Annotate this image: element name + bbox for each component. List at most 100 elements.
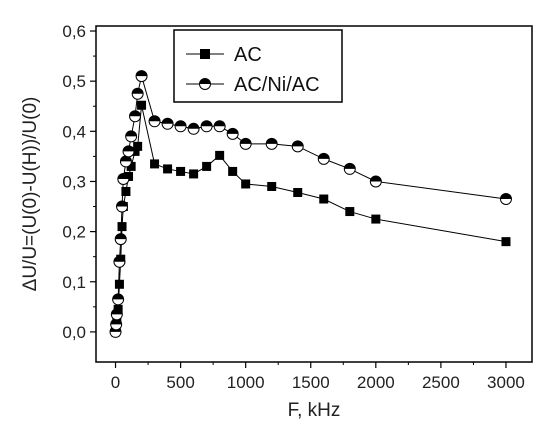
data-point <box>499 193 512 206</box>
legend-label-ac-ni-ac: AC/Ni/AC <box>234 74 320 96</box>
data-point-fill <box>136 70 148 77</box>
data-point <box>200 120 213 133</box>
series-ac <box>111 100 511 337</box>
legend-box <box>173 29 343 103</box>
data-point <box>215 150 225 160</box>
data-point-fill <box>117 173 129 179</box>
data-point-fill <box>115 233 127 240</box>
data-point-fill <box>112 293 124 300</box>
x-tick-label: 0 <box>111 373 120 392</box>
x-axis-ticks: 0 500 1000 1500 2000 2500 3000 <box>111 362 525 392</box>
data-point <box>125 130 138 143</box>
data-point <box>228 166 238 176</box>
data-point-fill <box>132 88 144 94</box>
data-point-fill <box>201 120 213 127</box>
y-tick-label: 0,2 <box>62 223 86 242</box>
data-point <box>148 115 161 128</box>
y-axis-title: ΔU/U=(U(0)-U(H))/U(0) <box>20 97 41 292</box>
plot-area-frame <box>95 25 533 363</box>
data-point-fill <box>149 115 161 122</box>
data-point-fill <box>111 308 123 315</box>
y-axis-ticks: 0,0 0,1 0,2 0,3 0,4 0,5 0,6 <box>62 22 96 342</box>
data-point <box>319 194 329 204</box>
data-point <box>189 169 199 179</box>
data-point <box>239 137 252 150</box>
data-point <box>117 222 127 232</box>
data-point <box>163 164 173 174</box>
data-point <box>126 161 136 171</box>
data-point <box>112 293 125 306</box>
series-line <box>115 105 507 332</box>
x-tick-label: 3000 <box>487 373 525 392</box>
data-point <box>176 166 186 176</box>
data-point <box>371 214 381 224</box>
y-tick-label: 0,1 <box>62 273 86 292</box>
data-point-fill <box>500 193 512 200</box>
x-tick-label: 1000 <box>227 373 265 392</box>
data-point-fill <box>188 123 200 129</box>
data-point <box>150 159 160 169</box>
x-tick-label: 1500 <box>292 373 330 392</box>
data-point-fill <box>318 153 330 159</box>
x-tick-label: 2500 <box>422 373 460 392</box>
data-point <box>187 122 200 135</box>
data-point <box>501 237 511 247</box>
data-point <box>265 137 278 150</box>
x-tick-label: 500 <box>166 373 194 392</box>
data-point <box>114 233 127 246</box>
data-point <box>113 255 126 268</box>
legend-label-ac: AC <box>234 44 262 66</box>
data-point-fill <box>116 201 128 207</box>
data-point-fill <box>110 318 122 325</box>
y-tick-label: 0,5 <box>62 72 86 91</box>
data-point <box>174 120 187 133</box>
data-point-fill <box>240 138 252 144</box>
data-point-fill <box>214 120 226 127</box>
data-point <box>161 117 174 130</box>
data-point <box>131 87 144 100</box>
data-point <box>291 140 304 153</box>
data-point <box>119 155 132 168</box>
data-point <box>369 175 382 188</box>
data-point <box>241 179 251 189</box>
data-point-fill <box>292 140 304 147</box>
legend-marker-ac-ni-ac <box>199 78 211 90</box>
data-point-fill <box>227 128 239 134</box>
y-tick-label: 0,6 <box>62 22 86 41</box>
data-point <box>345 207 355 217</box>
data-point <box>129 110 142 123</box>
data-point <box>116 200 129 213</box>
data-point-fill <box>370 175 382 182</box>
y-tick-label: 0,4 <box>62 122 86 141</box>
data-point <box>110 308 123 321</box>
data-point <box>135 70 148 83</box>
x-axis-title: F, kHz <box>288 400 341 421</box>
data-point-fill <box>125 130 137 137</box>
data-point <box>122 145 135 158</box>
data-point <box>293 187 303 197</box>
data-point <box>117 172 130 185</box>
data-point-fill <box>344 163 356 169</box>
data-point <box>137 100 147 110</box>
series-ac-ni-ac <box>109 70 512 338</box>
data-point <box>121 186 131 196</box>
data-point-fill <box>266 138 278 144</box>
data-point <box>130 146 140 156</box>
data-point <box>114 279 124 289</box>
series-layer <box>109 70 512 338</box>
data-point <box>133 141 143 151</box>
y-tick-label: 0,3 <box>62 172 86 191</box>
data-point-fill <box>129 110 141 117</box>
data-point-fill <box>175 120 187 127</box>
series-line <box>115 76 507 332</box>
data-point <box>110 318 123 331</box>
legend-marker-ac <box>200 49 210 59</box>
legend: AC AC/Ni/AC <box>173 29 343 103</box>
data-point <box>267 181 277 191</box>
data-point <box>343 162 356 175</box>
data-point-fill <box>113 256 125 262</box>
data-point <box>202 161 212 171</box>
data-point <box>213 120 226 133</box>
data-point <box>317 152 330 165</box>
